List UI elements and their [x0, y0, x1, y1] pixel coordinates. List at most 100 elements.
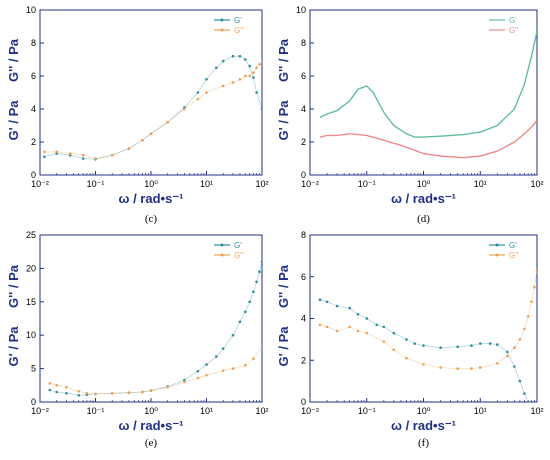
data-point [55, 390, 58, 394]
x-tick-label: 10⁰ [144, 406, 158, 416]
x-tick-label: 10² [255, 406, 268, 416]
data-point [422, 363, 425, 366]
data-point [422, 344, 425, 347]
legend-marker [495, 253, 499, 257]
y-tick-label: 10 [26, 5, 36, 15]
y-axis-label-gprime: G' / Pa [276, 100, 291, 141]
data-point [221, 84, 225, 88]
x-axis-label: ω / rad•s⁻¹ [118, 418, 183, 433]
data-point [252, 71, 255, 74]
y-tick-label: 15 [26, 297, 36, 307]
data-point [496, 343, 499, 346]
data-point [335, 329, 339, 333]
x-tick-label: 10⁻² [301, 179, 319, 189]
data-point [513, 365, 516, 368]
data-point [382, 325, 386, 329]
y-axis-label-gprime: G' / Pa [6, 100, 21, 141]
data-point [488, 342, 492, 345]
data-point [365, 331, 369, 335]
legend-entry: G' [234, 16, 242, 25]
data-point [244, 310, 247, 314]
x-tick-label: 10¹ [474, 179, 487, 189]
y-tick-label: 0 [301, 397, 306, 407]
series-gdouble [318, 269, 537, 370]
series-gprime [43, 54, 262, 161]
x-tick-label: 10¹ [474, 406, 487, 416]
data-point [535, 269, 537, 272]
data-point [221, 369, 225, 372]
data-point [221, 347, 225, 350]
legend-entry: G'' [509, 251, 519, 260]
y-axis-label-gprime: G' / Pa [6, 326, 21, 367]
data-point [318, 298, 322, 302]
data-point [205, 78, 208, 81]
series-guide [49, 347, 262, 395]
y-tick-label: 10 [296, 5, 306, 15]
legend-entry: G'' [509, 26, 519, 35]
data-point [196, 97, 200, 101]
series-guide [319, 299, 529, 402]
series-line [319, 120, 537, 159]
data-point [318, 323, 322, 327]
series-guide [44, 55, 262, 160]
data-point [405, 338, 408, 341]
panel-label: (c) [145, 213, 158, 225]
legend-marker [495, 243, 499, 247]
x-axis-label: ω / rad•s⁻¹ [118, 191, 183, 206]
y-tick-label: 4 [301, 104, 306, 114]
x-tick-label: 10⁻² [31, 406, 49, 416]
y-tick-label: 5 [31, 364, 36, 374]
plot-frame [39, 234, 263, 403]
series-gdouble [43, 59, 262, 160]
data-point [231, 367, 235, 370]
data-point [110, 392, 114, 395]
data-point [205, 374, 208, 377]
legend-marker [220, 18, 224, 22]
data-point [252, 76, 255, 79]
plot-area [318, 269, 537, 402]
data-point [141, 139, 144, 142]
x-tick-label: 10¹ [200, 179, 213, 189]
data-point [258, 63, 261, 66]
legend-entry: G'' [234, 26, 244, 35]
data-point [141, 390, 144, 394]
data-point [43, 150, 46, 154]
data-point [183, 380, 186, 384]
data-point [215, 355, 218, 358]
series-guide [49, 261, 262, 396]
chart-panel-4: 0 2 4 6 8 10⁻² 10⁻¹ 10⁰ 10¹ 10² G' / Pa G'' / Pa ω /… [276, 230, 544, 449]
data-point [348, 325, 352, 329]
data-point [533, 285, 536, 289]
data-point [405, 356, 408, 360]
y-tick-label: 4 [301, 314, 306, 324]
y-tick-label: 2 [301, 355, 306, 365]
data-point [221, 59, 225, 63]
data-point [258, 270, 261, 274]
data-point [77, 390, 81, 393]
plot-area [48, 260, 262, 397]
y-tick-label: 6 [301, 272, 306, 282]
data-point [523, 327, 526, 331]
data-point [48, 382, 52, 385]
data-point [244, 58, 247, 61]
data-point [85, 392, 89, 395]
data-point [348, 306, 352, 310]
data-point [244, 74, 247, 78]
x-tick-label: 10⁻¹ [87, 406, 105, 416]
data-point [260, 107, 262, 111]
data-point [238, 320, 242, 324]
data-point [335, 304, 339, 308]
x-axis-label: ω / rad•s⁻¹ [391, 418, 456, 433]
data-point [149, 389, 153, 392]
data-point [205, 91, 208, 94]
plot-frame [39, 9, 263, 176]
data-point [149, 132, 153, 136]
data-point [413, 342, 417, 345]
data-point [110, 153, 114, 157]
data-point [248, 64, 251, 68]
data-point [260, 260, 262, 263]
data-point [523, 392, 526, 395]
legend-entry: G' [234, 241, 242, 250]
data-point [127, 391, 131, 394]
